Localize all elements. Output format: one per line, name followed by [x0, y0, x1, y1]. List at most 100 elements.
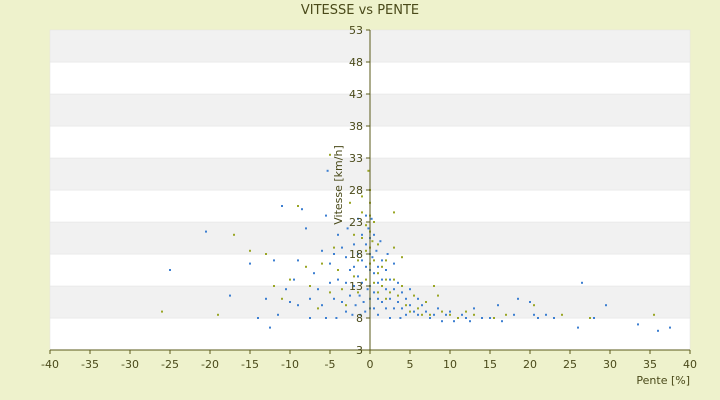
data-point — [365, 214, 367, 217]
y-tick-label: 18 — [349, 248, 363, 261]
data-point — [441, 310, 443, 313]
data-point — [469, 320, 471, 323]
data-point — [357, 275, 359, 278]
data-point — [349, 201, 351, 204]
data-point — [373, 259, 375, 262]
data-point — [365, 243, 367, 246]
x-tick-label: -15 — [241, 358, 259, 371]
data-point — [289, 278, 291, 281]
data-point — [359, 313, 362, 316]
data-point — [481, 317, 483, 319]
data-point — [385, 278, 387, 281]
data-point — [397, 301, 399, 303]
data-point — [357, 259, 359, 262]
data-point — [385, 307, 387, 310]
data-point — [337, 233, 339, 236]
x-tick-label: 0 — [367, 358, 374, 371]
data-point — [401, 285, 403, 287]
data-point — [417, 307, 419, 310]
data-point — [377, 265, 379, 268]
data-point — [493, 317, 495, 319]
data-point — [397, 281, 399, 284]
data-point — [361, 281, 363, 284]
data-point — [367, 227, 370, 230]
data-point — [497, 304, 499, 307]
data-point — [453, 320, 455, 323]
data-point — [354, 304, 357, 307]
data-point — [305, 265, 307, 268]
data-point — [297, 304, 299, 307]
data-point — [581, 281, 583, 284]
data-point — [449, 310, 451, 313]
data-point — [370, 217, 373, 220]
data-point — [297, 205, 299, 207]
data-point — [517, 297, 519, 300]
axes — [49, 29, 691, 354]
data-point — [373, 272, 375, 275]
data-point — [561, 313, 563, 316]
x-tick-label: -30 — [121, 358, 139, 371]
data-point — [249, 249, 251, 252]
data-point — [289, 301, 291, 303]
data-point — [449, 313, 451, 316]
data-point — [425, 310, 427, 313]
data-point — [429, 317, 431, 319]
data-point — [385, 297, 387, 300]
data-point — [333, 253, 335, 255]
data-point — [553, 317, 555, 319]
x-tick-label: -40 — [41, 358, 59, 371]
data-point — [393, 278, 395, 281]
data-point — [257, 317, 259, 319]
data-point — [417, 313, 419, 316]
data-point — [361, 195, 363, 198]
x-tick-label: 15 — [483, 358, 497, 371]
data-point — [329, 153, 331, 156]
data-point — [637, 323, 639, 326]
data-point — [401, 307, 403, 310]
data-point — [377, 313, 379, 316]
data-point — [461, 313, 463, 316]
data-point — [365, 249, 367, 252]
data-point — [305, 227, 307, 230]
data-point — [273, 259, 275, 262]
data-point — [205, 230, 207, 233]
data-point — [371, 256, 374, 259]
data-point — [389, 317, 391, 319]
data-point — [381, 301, 383, 303]
data-point — [362, 301, 365, 303]
data-point — [657, 329, 659, 332]
data-point — [405, 304, 407, 307]
data-point — [313, 272, 315, 275]
y-axis-label: Vitesse [km/h] — [332, 145, 345, 225]
data-point — [365, 224, 367, 227]
data-point — [325, 317, 327, 319]
data-point — [513, 313, 515, 316]
data-point — [367, 169, 370, 172]
data-point — [425, 301, 427, 303]
data-point — [413, 310, 415, 313]
data-point — [301, 208, 303, 211]
data-point — [437, 294, 439, 297]
data-point — [329, 262, 331, 265]
data-point — [399, 317, 402, 319]
x-tick-label: -25 — [161, 358, 179, 371]
data-point — [401, 291, 403, 294]
data-point — [357, 253, 359, 255]
tick-labels: -40 -35 -30 -25 -20 -15 -10 -5 0 5 10 15 20 25 30 35 40 3… — [41, 24, 697, 371]
data-point — [353, 243, 355, 246]
data-point — [349, 294, 351, 297]
data-point — [381, 265, 383, 268]
data-point — [277, 313, 279, 316]
data-point — [489, 317, 491, 319]
data-point — [366, 288, 369, 291]
data-point — [653, 313, 655, 316]
data-point — [375, 249, 378, 252]
data-point — [361, 233, 363, 236]
data-point — [333, 246, 335, 249]
data-point — [321, 304, 323, 307]
data-point — [421, 313, 423, 316]
data-point — [345, 281, 347, 284]
data-point — [217, 313, 219, 316]
data-point — [309, 285, 311, 287]
